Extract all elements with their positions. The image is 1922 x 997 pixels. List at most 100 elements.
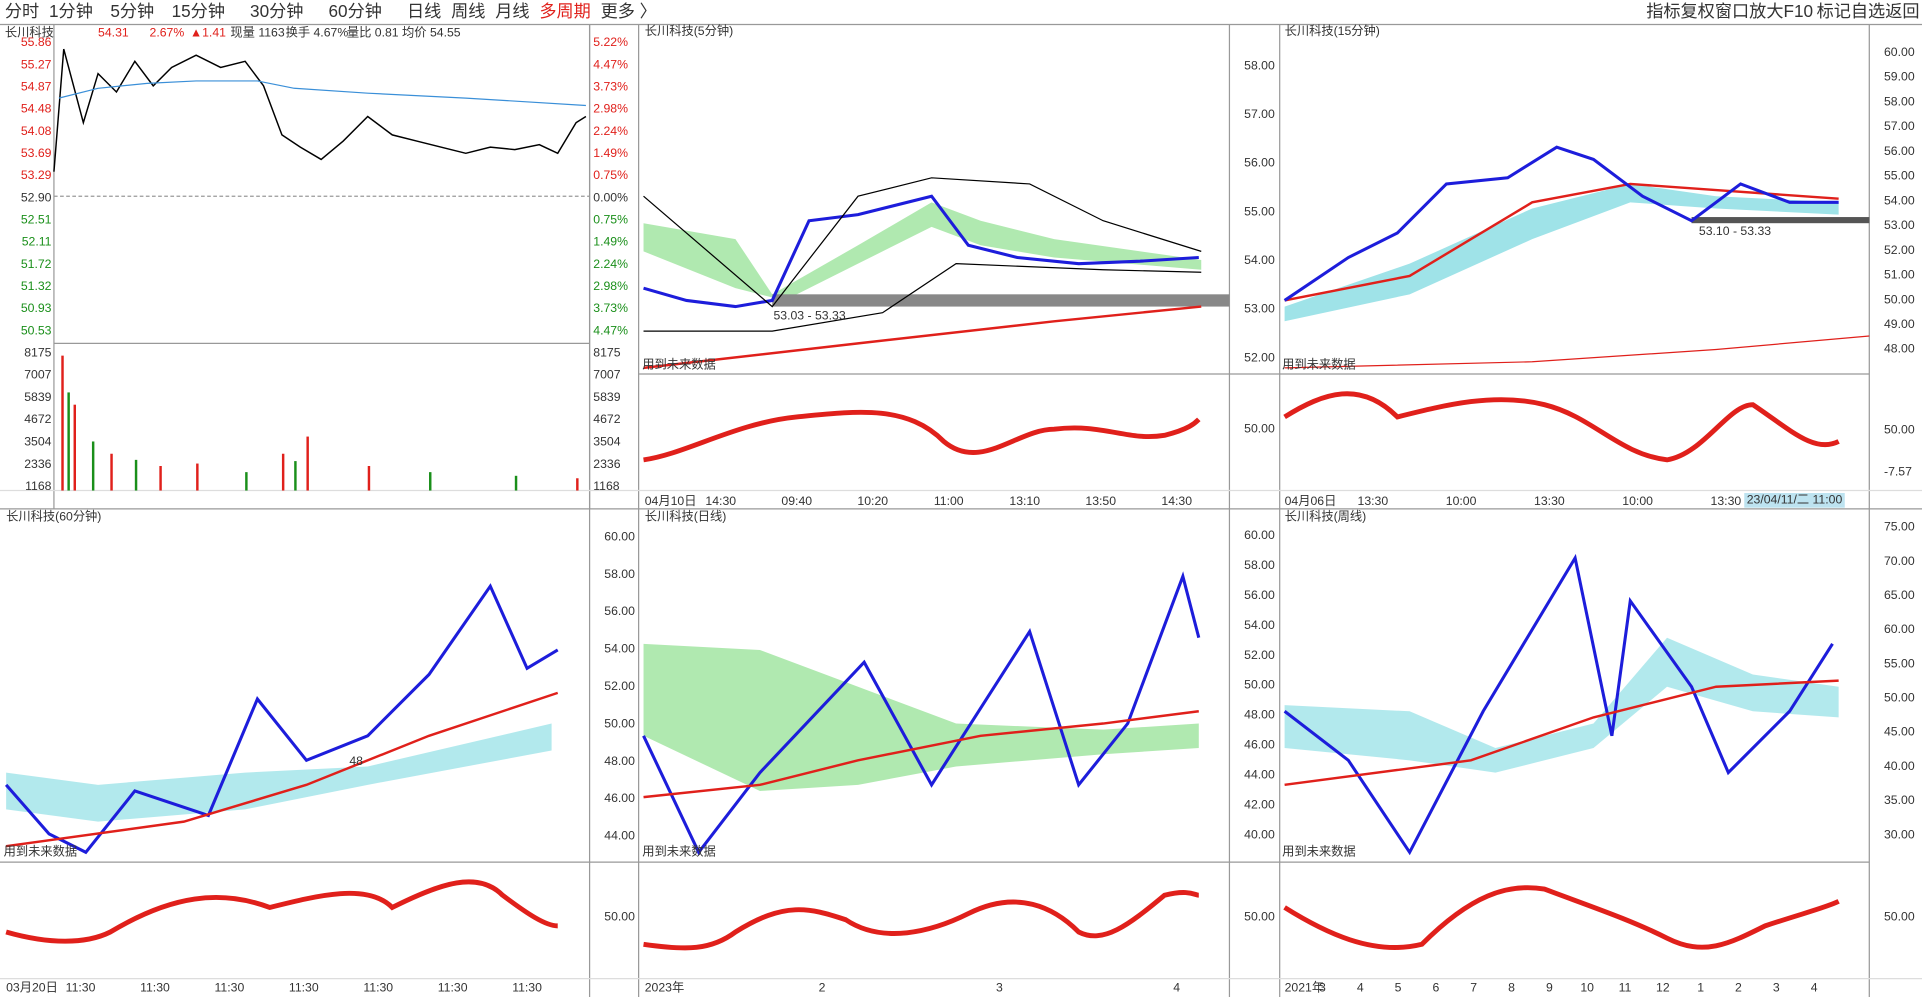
tool-button[interactable]: 放大	[1749, 1, 1783, 21]
x-tick-label: 11	[1619, 981, 1632, 995]
x-tick-label: 13:30	[1358, 494, 1389, 508]
x-tick-label: 14:30	[705, 494, 736, 508]
x-tick-label: 8	[1508, 981, 1515, 995]
price-line	[53, 48, 587, 172]
y-tick-label: 0.75%	[593, 212, 628, 226]
x-tick-label: 5	[1395, 981, 1402, 995]
y-tick-label: 44.00	[1244, 768, 1275, 782]
trend-line	[643, 194, 1199, 309]
y-tick-label: 57.00	[1244, 107, 1275, 121]
band-fill	[1284, 183, 1839, 322]
volume-label: 1168	[25, 479, 52, 493]
quote-field: 量比 0.81	[347, 25, 399, 39]
tool-button[interactable]: 窗口	[1715, 1, 1749, 21]
y-tick-label: 40.00	[1884, 759, 1915, 773]
period-tab[interactable]: 多周期	[539, 1, 590, 21]
period-tab[interactable]: 5分钟	[110, 1, 154, 21]
indicator-label: 50.00	[604, 910, 635, 924]
y-tick-label: 4.47%	[593, 57, 628, 71]
tool-button[interactable]: 复权	[1681, 1, 1715, 21]
y-tick-label: 75.00	[1884, 520, 1915, 534]
trend-line	[1283, 553, 1834, 856]
tool-button[interactable]: 标记	[1817, 1, 1851, 21]
boll-line	[643, 177, 1202, 308]
tool-button[interactable]: 自选	[1851, 1, 1885, 21]
trend-line	[4, 583, 559, 855]
range-note: 53.10 - 53.33	[1699, 224, 1771, 238]
y-tick-label: 65.00	[1884, 588, 1915, 602]
period-tab[interactable]: 15分钟	[172, 1, 225, 21]
period-tab[interactable]: 分时	[5, 1, 39, 21]
y-tick-label: 52.51	[21, 212, 52, 226]
y-tick-label: 55.27	[21, 57, 52, 71]
cursor-time: 23/04/11/二 11:00	[1747, 493, 1843, 507]
period-tab[interactable]: 周线	[451, 1, 485, 21]
ma-line	[643, 305, 1202, 370]
y-tick-label: 52.00	[1244, 350, 1275, 364]
y-tick-label: 52.00	[604, 679, 635, 693]
x-tick-label: 4	[1357, 981, 1364, 995]
y-tick-label: 52.00	[1884, 243, 1915, 257]
volume-label: 4672	[24, 412, 51, 426]
x-tick-label: 11:30	[66, 981, 96, 995]
avg-line	[58, 80, 586, 107]
x-tick-label: 11:30	[140, 981, 170, 995]
y-tick-label: 46.00	[604, 791, 635, 805]
y-tick-label: 56.00	[1884, 144, 1915, 158]
y-tick-label: 53.29	[21, 168, 52, 182]
y-tick-label: 30.00	[1884, 827, 1915, 841]
y-tick-label: 50.00	[604, 716, 635, 730]
y-tick-label: 53.69	[21, 146, 52, 160]
ma-line	[1284, 679, 1839, 787]
y-tick-label: 0.00%	[593, 190, 628, 204]
panel-title: 长川科技(5分钟)	[645, 23, 733, 38]
tool-button[interactable]: 指标	[1646, 1, 1680, 21]
y-tick-label: 35.00	[1884, 793, 1915, 807]
y-tick-label: 70.00	[1884, 554, 1915, 568]
x-tick-label: 6	[1432, 981, 1439, 995]
x-tick-label: 3	[1319, 981, 1326, 995]
y-tick-label: 48.00	[1244, 708, 1275, 722]
period-tab[interactable]: 日线	[407, 1, 441, 21]
volume-label: 8175	[24, 345, 51, 359]
y-tick-label: 54.00	[1884, 193, 1915, 207]
y-tick-label: 54.87	[21, 79, 52, 93]
x-tick-label: 11:30	[289, 981, 319, 995]
x-tick-label: 10:00	[1622, 494, 1653, 508]
y-tick-label: 53.00	[1884, 218, 1915, 232]
y-tick-label: 50.53	[21, 323, 52, 337]
y-tick-label: 56.00	[1244, 588, 1275, 602]
y-tick-label: 48.00	[604, 754, 635, 768]
y-tick-label: 55.00	[1244, 204, 1275, 218]
x-tick-label: 7	[1470, 981, 1477, 995]
x-tick-label: 11:00	[934, 494, 964, 508]
indicator-label: 50.00	[1884, 423, 1915, 437]
y-tick-label: 5.22%	[593, 35, 628, 49]
y-tick-label: 52.00	[1244, 648, 1275, 662]
future-note: 用到未来数据	[642, 357, 715, 372]
tool-button[interactable]: F10	[1783, 1, 1813, 21]
period-tab[interactable]: 月线	[495, 1, 529, 21]
tool-button[interactable]: 返回	[1885, 1, 1919, 21]
x-tick-label: 3	[1773, 981, 1780, 995]
x-tick-label: 13:50	[1085, 494, 1116, 508]
period-tab[interactable]: 60分钟	[329, 1, 382, 21]
y-tick-label: 46.00	[1244, 738, 1275, 752]
x-tick-label: 13:10	[1009, 494, 1040, 508]
x-tick-label: 4	[1173, 981, 1180, 995]
period-tab[interactable]: 30分钟	[250, 1, 303, 21]
x-tick-label: 10	[1580, 981, 1594, 995]
band-fill	[643, 202, 1202, 301]
period-tab[interactable]: 更多 〉	[601, 1, 657, 21]
volume-label: 7007	[24, 368, 51, 382]
support-zone	[1691, 217, 1870, 224]
x-tick-label: 11:30	[438, 981, 468, 995]
y-tick-label: 58.00	[1244, 58, 1275, 72]
band-fill	[6, 723, 552, 822]
quote-field: ▲1.41	[190, 25, 226, 39]
quote-field: 54.31	[98, 25, 129, 39]
period-tab[interactable]: 1分钟	[49, 1, 93, 21]
y-tick-label: 54.00	[1244, 618, 1275, 632]
y-tick-label: 1.49%	[593, 146, 628, 160]
y-tick-label: 60.00	[1884, 622, 1915, 636]
